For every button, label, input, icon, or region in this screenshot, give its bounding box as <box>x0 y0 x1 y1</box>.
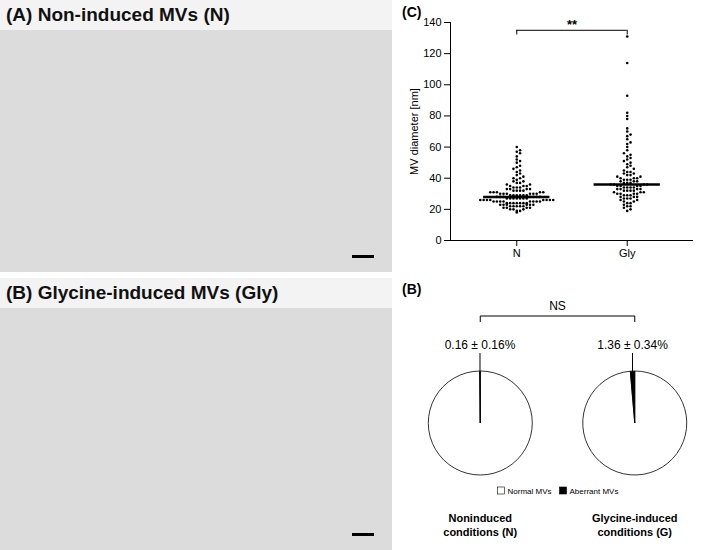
svg-text:Gly: Gly <box>619 247 636 259</box>
svg-text:20: 20 <box>429 203 441 215</box>
html-text:(A) Non-induced MVs (N): (A) Non-induced MVs (N) <box>6 4 230 25</box>
svg-text:Normal MVs: Normal MVs <box>508 487 552 496</box>
svg-text:Glycine-inducedconditions (G): Glycine-inducedconditions (G) <box>592 512 678 538</box>
svg-text:0.16 ± 0.16%: 0.16 ± 0.16% <box>445 338 516 352</box>
svg-text:80: 80 <box>429 109 441 121</box>
svg-text:1.36 ± 0.34%: 1.36 ± 0.34% <box>597 338 668 352</box>
svg-text:Aberrant MVs: Aberrant MVs <box>570 487 619 496</box>
svg-text:NS: NS <box>549 299 566 313</box>
html-text:(C): (C) <box>402 4 422 20</box>
svg-text:(B): (B) <box>402 281 421 297</box>
svg-text:Noninducedconditions (N): Noninducedconditions (N) <box>443 512 517 538</box>
svg-text:MV diameter [nm]: MV diameter [nm] <box>408 88 420 175</box>
svg-text:0: 0 <box>435 234 441 246</box>
svg-text:60: 60 <box>429 141 441 153</box>
svg-text:100: 100 <box>423 78 441 90</box>
svg-text:140: 140 <box>423 16 441 28</box>
html-text:(B) Glycine-induced MVs (Gly): (B) Glycine-induced MVs (Gly) <box>6 282 279 303</box>
svg-text:120: 120 <box>423 47 441 59</box>
svg-text:N: N <box>513 247 521 259</box>
svg-text:**: ** <box>567 17 578 32</box>
svg-text:40: 40 <box>429 172 441 184</box>
